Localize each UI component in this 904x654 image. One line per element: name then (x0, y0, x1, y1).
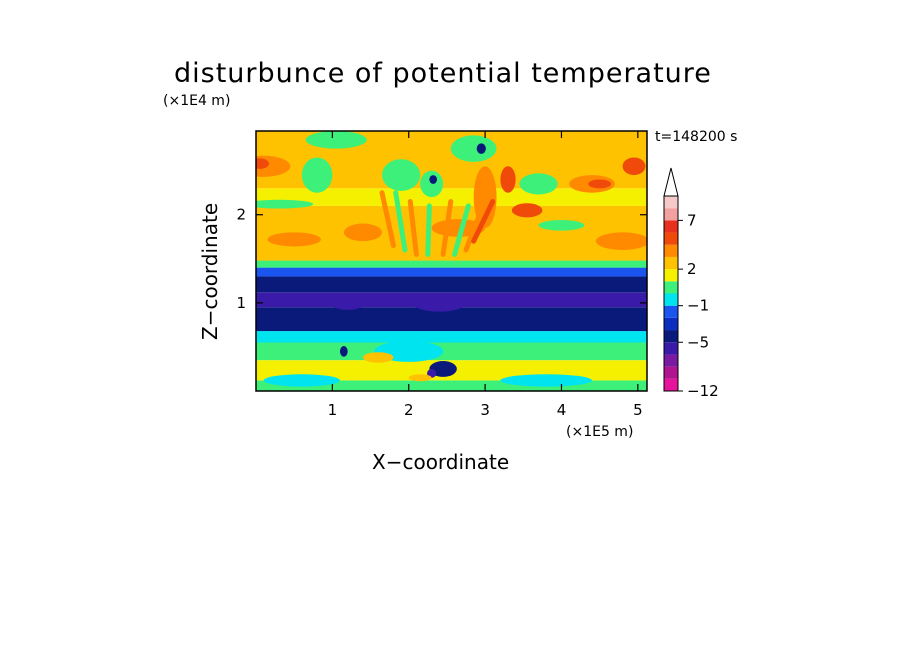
field-streak (393, 190, 408, 253)
field-blob (332, 299, 363, 310)
field-blob (408, 374, 432, 382)
plot-frame (255, 130, 648, 392)
colorbar-swatch (664, 378, 678, 391)
colorbar-extend-triangle (663, 167, 679, 197)
field-blob (450, 135, 497, 162)
contour-field (256, 131, 647, 391)
field-blob (263, 374, 341, 387)
field-streak (440, 199, 454, 257)
field-blob (588, 179, 612, 189)
field-band (256, 267, 647, 277)
field-blob (412, 294, 467, 312)
field-blob (340, 346, 348, 357)
y-tick-label: 1 (236, 294, 246, 312)
field-blob (420, 170, 444, 198)
field-streak (471, 199, 496, 244)
x-axis-label: X−coordinate (372, 450, 510, 474)
colorbar-swatch (664, 366, 678, 379)
field-blob (476, 143, 486, 154)
colorbar-swatch (664, 208, 678, 221)
x-axis-unit: (×1E5 m) (566, 424, 634, 440)
y-tick-label: 2 (236, 206, 246, 224)
field-band (256, 342, 647, 361)
x-tick-label: 3 (480, 401, 490, 419)
colorbar-swatch (664, 317, 678, 331)
field-blob (301, 157, 333, 193)
field-blob (362, 352, 394, 363)
axis-ticks: 1 2 3 4 5 1 2 (236, 131, 647, 419)
field-band (256, 331, 647, 343)
y-axis-unit: (×1E4 m) (163, 93, 231, 109)
time-label: t=148200 s (655, 129, 738, 145)
field-blob (519, 173, 558, 195)
field-band (256, 307, 647, 332)
field-band (256, 380, 647, 391)
field-blob (427, 368, 437, 378)
field-blob (429, 361, 457, 377)
field-streak (407, 199, 419, 257)
chart-title: disturbunce of potential temperature (174, 58, 712, 89)
field-blob (500, 374, 593, 387)
colorbar-swatch (664, 305, 678, 318)
field-blob (622, 157, 646, 176)
field-band (256, 276, 647, 293)
x-tick-label: 5 (633, 401, 643, 419)
colorbar-tick-label: 2 (687, 260, 697, 278)
field-blob (511, 203, 543, 218)
x-tick-label: 2 (404, 401, 414, 419)
field-streak (379, 190, 396, 249)
colorbar-swatch (664, 342, 678, 355)
x-tick-label: 4 (557, 401, 567, 419)
field-blob (256, 199, 314, 209)
colorbar-swatch (664, 244, 678, 257)
colorbar-swatch (664, 354, 678, 367)
colorbar-tick-label: 7 (687, 211, 697, 229)
field-blob (305, 131, 367, 149)
field-blob (538, 220, 585, 231)
field-streak (425, 203, 432, 257)
field-blob (429, 175, 437, 184)
field-blob (500, 166, 516, 193)
colorbar-swatch (664, 293, 678, 306)
field-blob (343, 223, 383, 242)
field-blob (267, 232, 321, 247)
colorbar-swatch (664, 256, 678, 270)
field-blob (382, 159, 421, 191)
colorbar-swatch (664, 232, 678, 245)
colorbar-swatch (664, 269, 678, 282)
colorbar-tick-label: −5 (687, 333, 709, 351)
field-streak (452, 203, 471, 257)
field-band (256, 260, 647, 268)
colorbar-tick-label: −1 (687, 297, 709, 315)
colorbar-swatch (664, 220, 678, 233)
field-blob (256, 158, 269, 169)
colorbar-swatch (664, 196, 678, 209)
field-streak (463, 203, 486, 253)
field-band (256, 188, 647, 206)
colorbar-tick-label: −12 (687, 382, 719, 400)
field-blob (523, 296, 585, 306)
colorbar: −12−5−127 (663, 167, 719, 400)
x-tick-label: 1 (328, 401, 338, 419)
colorbar-swatch (664, 330, 678, 343)
colorbar-swatch (664, 281, 678, 294)
field-blob (595, 232, 647, 250)
